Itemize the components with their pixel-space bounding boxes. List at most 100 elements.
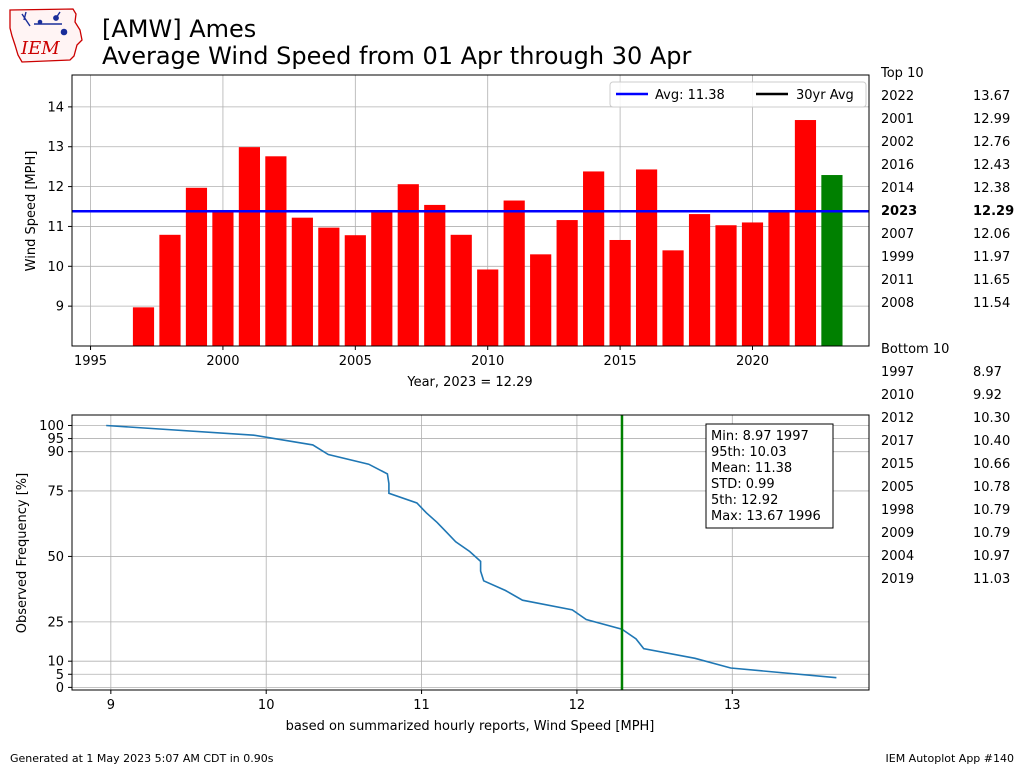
bar-2018	[688, 214, 711, 346]
stats-min: Min: 8.97 1997	[711, 429, 809, 444]
bar-chart-bars	[132, 120, 843, 347]
bar-2008	[424, 204, 446, 346]
bar-2011	[503, 200, 525, 346]
legend-frame	[609, 81, 867, 108]
rank-value: 12.29	[973, 204, 1014, 219]
footer-generated: Generated at 1 May 2023 5:07 AM CDT in 0…	[10, 752, 274, 765]
y-tick-label: 50	[47, 550, 64, 565]
rank-year: 2017	[881, 434, 914, 449]
x-tick-label: 10	[258, 698, 275, 713]
bar-1997	[132, 307, 155, 346]
y-tick-label: 10	[47, 260, 64, 275]
legend-avg-label: Avg: 11.38	[655, 88, 725, 103]
rank-value: 11.97	[973, 250, 1010, 265]
bar-2005	[344, 235, 366, 346]
bar-2002	[265, 156, 287, 346]
rank-year: 2004	[881, 549, 914, 564]
weather-symbols-icon	[21, 11, 68, 36]
rank-value: 10.30	[973, 411, 1010, 426]
bar-2012	[530, 254, 552, 346]
rank-value: 10.79	[973, 526, 1010, 541]
bar-2015	[609, 239, 631, 346]
iem-logo: IEM	[9, 8, 83, 63]
stats-std: STD: 0.99	[711, 477, 775, 492]
y-tick-label: 100	[39, 419, 64, 434]
rank-value: 11.03	[973, 572, 1010, 587]
rank-year: 2016	[881, 158, 914, 173]
stats-5th: 5th: 12.92	[711, 493, 778, 508]
x-tick-label: 2005	[339, 354, 372, 369]
frequency-line	[106, 424, 837, 679]
rank-year: 2022	[881, 89, 914, 104]
x-tick-label: 11	[413, 698, 430, 713]
bottom-10-heading: Bottom 10	[881, 342, 949, 357]
rank-value: 10.40	[973, 434, 1010, 449]
top-10-heading: Top 10	[880, 66, 924, 81]
x-tick-label: 2020	[736, 354, 769, 369]
bar-chart-ticks: 1995 2000 2005 2010 2015 2020 9 10 11 12 13 14	[47, 100, 769, 369]
x-tick-label: 2000	[206, 354, 239, 369]
bar-2004	[318, 227, 340, 346]
rank-value: 10.66	[973, 457, 1010, 472]
bar-chart-frame	[71, 74, 870, 347]
bottom-10-list: 1997 8.97 2010 9.92 2012 10.30 2017 10.40 2015 10…	[881, 365, 1010, 587]
bar-2009	[450, 234, 472, 346]
rank-year: 1998	[881, 503, 914, 518]
bar-2007	[397, 184, 419, 346]
y-tick-label: 75	[47, 484, 64, 499]
rank-year: 2002	[881, 135, 914, 150]
y-tick-label: 12	[47, 180, 64, 195]
stats-max: Max: 13.67 1996	[711, 509, 821, 524]
x-tick-label: 2015	[604, 354, 637, 369]
rank-value: 12.38	[973, 181, 1010, 196]
ranking-sidebar: Top 10 2022 13.67 2001 12.99 2002 12.76 2016 12…	[880, 66, 1014, 587]
legend-30yr-label: 30yr Avg	[796, 88, 854, 103]
bar-chart-xlabel: Year, 2023 = 12.29	[406, 375, 532, 390]
rank-value: 12.43	[973, 158, 1010, 173]
footer-app: IEM Autoplot App #140	[886, 752, 1015, 765]
distribution-frame	[71, 414, 870, 691]
stats-box: Min: 8.97 1997 95th: 10.03 Mean: 11.38 S…	[705, 423, 834, 529]
bar-chart-panel: 1995 2000 2005 2010 2015 2020 9 10 11 12 13 14 Year…	[24, 74, 870, 390]
bar-2016	[635, 169, 658, 346]
bar-2023	[821, 175, 843, 346]
stats-box-frame	[705, 423, 834, 529]
rank-year: 2014	[881, 181, 914, 196]
rank-year: 2023	[881, 204, 917, 219]
x-tick-label: 1995	[74, 354, 107, 369]
rank-year: 2001	[881, 112, 914, 127]
bar-chart-ylabel: Wind Speed [MPH]	[24, 151, 39, 272]
rank-value: 12.99	[973, 112, 1010, 127]
logo-text: IEM	[20, 38, 60, 59]
rank-year: 2019	[881, 572, 914, 587]
bar-2021	[768, 211, 790, 346]
rank-year: 1997	[881, 365, 914, 380]
rank-value: 8.97	[973, 365, 1002, 380]
y-tick-label: 11	[47, 220, 64, 235]
rank-value: 11.65	[973, 273, 1010, 288]
bar-2020	[741, 222, 764, 346]
rank-value: 11.54	[973, 296, 1010, 311]
rank-value: 13.67	[973, 89, 1010, 104]
y-tick-label: 0	[56, 681, 64, 696]
rank-value: 10.78	[973, 480, 1010, 495]
x-tick-label: 12	[569, 698, 586, 713]
y-tick-label: 5	[56, 668, 64, 683]
bar-2000	[212, 211, 234, 346]
bar-2014	[583, 171, 605, 346]
chart-title-line1: [AMW] Ames	[102, 15, 256, 43]
rank-value: 10.79	[973, 503, 1010, 518]
bar-2001	[238, 147, 260, 346]
bar-2019	[715, 225, 737, 346]
rank-year: 2012	[881, 411, 914, 426]
y-tick-label: 95	[47, 432, 64, 447]
rank-year: 2009	[881, 526, 914, 541]
rank-year: 1999	[881, 250, 914, 265]
chart-title-line2: Average Wind Speed from 01 Apr through 3…	[102, 42, 692, 70]
stats-mean: Mean: 11.38	[711, 461, 792, 476]
top-10-list: 2022 13.67 2001 12.99 2002 12.76 2016 12.43 2014…	[881, 89, 1014, 311]
x-tick-label: 13	[724, 698, 741, 713]
y-tick-label: 13	[47, 140, 64, 155]
y-tick-label: 14	[47, 100, 64, 115]
